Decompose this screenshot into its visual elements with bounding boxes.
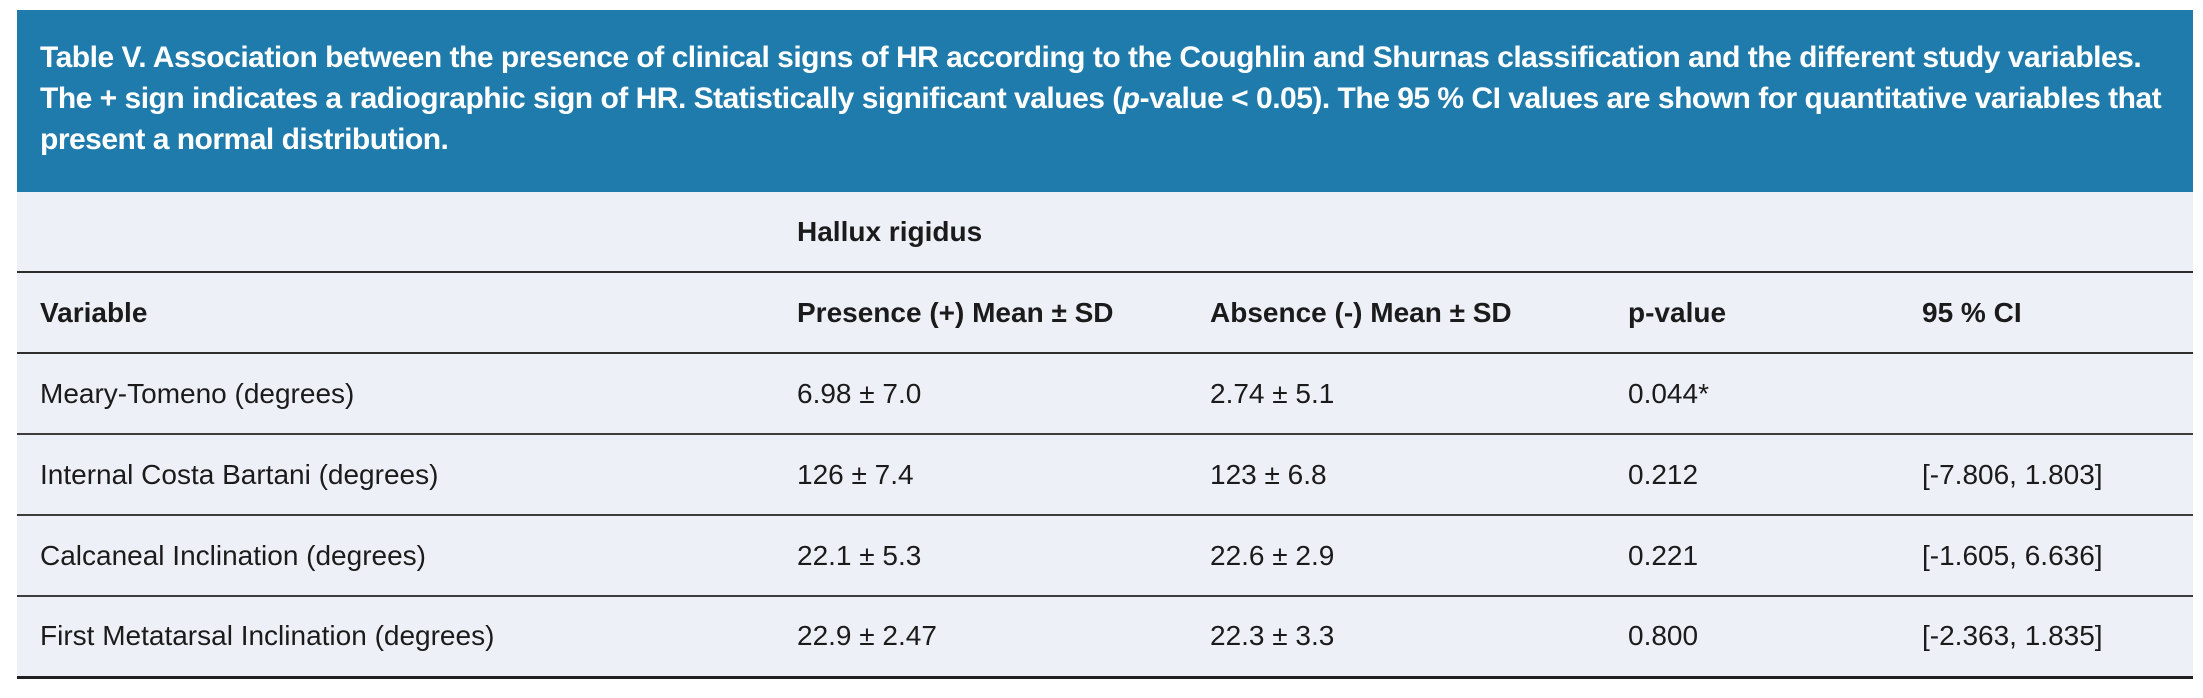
column-header-ci: 95 % CI — [1899, 272, 2194, 354]
cell-pvalue: 0.800 — [1605, 596, 1899, 679]
cell-pvalue: 0.044* — [1605, 353, 1899, 435]
cell-variable: Internal Costa Bartani (degrees) — [17, 434, 774, 516]
cell-variable: Meary-Tomeno (degrees) — [17, 353, 774, 435]
table-figure: Table V. Association between the presenc… — [17, 10, 2194, 679]
column-header-variable: Variable — [17, 272, 774, 354]
cell-presence: 22.1 ± 5.3 — [774, 515, 1187, 597]
cell-ci: [-1.605, 6.636] — [1899, 515, 2194, 597]
table-row: Internal Costa Bartani (degrees) 126 ± 7… — [17, 434, 2194, 516]
table-row: First Metatarsal Inclination (degrees) 2… — [17, 596, 2194, 679]
group-header-row: Hallux rigidus — [17, 192, 2194, 273]
table-caption: Table V. Association between the presenc… — [17, 10, 2193, 192]
table-row: Calcaneal Inclination (degrees) 22.1 ± 5… — [17, 515, 2194, 597]
caption-italic-p: p — [1121, 82, 1140, 115]
cell-absence: 22.3 ± 3.3 — [1187, 596, 1605, 679]
cell-presence: 6.98 ± 7.0 — [774, 353, 1187, 435]
table-row: Meary-Tomeno (degrees) 6.98 ± 7.0 2.74 ±… — [17, 353, 2194, 435]
cell-presence: 22.9 ± 2.47 — [774, 596, 1187, 679]
group-header: Hallux rigidus — [774, 192, 2194, 273]
cell-absence: 2.74 ± 5.1 — [1187, 353, 1605, 435]
cell-absence: 22.6 ± 2.9 — [1187, 515, 1605, 597]
cell-pvalue: 0.212 — [1605, 434, 1899, 516]
cell-presence: 126 ± 7.4 — [774, 434, 1187, 516]
column-header-absence: Absence (-) Mean ± SD — [1187, 272, 1605, 354]
cell-variable: First Metatarsal Inclination (degrees) — [17, 596, 774, 679]
cell-ci — [1899, 353, 2194, 435]
results-table: Hallux rigidus Variable Presence (+) Mea… — [17, 192, 2194, 679]
column-header-presence: Presence (+) Mean ± SD — [774, 272, 1187, 354]
column-header-row: Variable Presence (+) Mean ± SD Absence … — [17, 272, 2194, 354]
cell-pvalue: 0.221 — [1605, 515, 1899, 597]
cell-ci: [-2.363, 1.835] — [1899, 596, 2194, 679]
caption-text-end: -value < 0.05). The 95 % CI values are s… — [40, 82, 2162, 156]
cell-absence: 123 ± 6.8 — [1187, 434, 1605, 516]
group-header-spacer — [17, 192, 774, 273]
caption-text-start: Table V. Association between the presenc… — [40, 41, 2142, 115]
column-header-pvalue: p-value — [1605, 272, 1899, 354]
cell-variable: Calcaneal Inclination (degrees) — [17, 515, 774, 597]
cell-ci: [-7.806, 1.803] — [1899, 434, 2194, 516]
